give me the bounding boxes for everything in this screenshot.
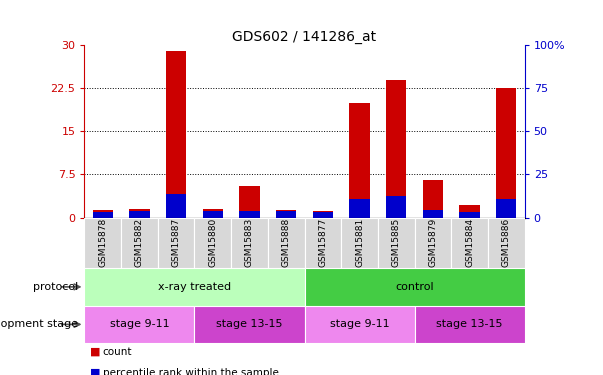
Bar bbox=[459, 212, 479, 217]
Bar bbox=[121, 217, 158, 268]
Bar bbox=[84, 217, 121, 268]
Text: GSM15888: GSM15888 bbox=[282, 218, 291, 267]
Bar bbox=[166, 194, 186, 217]
Bar bbox=[313, 212, 333, 217]
Bar bbox=[203, 209, 223, 218]
Text: ■: ■ bbox=[90, 368, 101, 375]
Text: GSM15884: GSM15884 bbox=[465, 218, 474, 267]
Bar bbox=[378, 217, 415, 268]
Bar bbox=[350, 199, 370, 217]
Text: GSM15880: GSM15880 bbox=[208, 218, 217, 267]
Text: stage 13-15: stage 13-15 bbox=[437, 320, 503, 329]
Bar bbox=[130, 209, 150, 218]
Bar bbox=[488, 217, 525, 268]
Bar bbox=[415, 217, 451, 268]
Text: stage 9-11: stage 9-11 bbox=[330, 320, 390, 329]
Bar bbox=[415, 306, 525, 343]
Bar bbox=[158, 217, 194, 268]
Bar bbox=[496, 88, 516, 218]
Text: stage 9-11: stage 9-11 bbox=[110, 320, 169, 329]
Bar bbox=[305, 306, 415, 343]
Bar bbox=[93, 210, 113, 218]
Bar bbox=[268, 217, 305, 268]
Bar bbox=[276, 211, 296, 218]
Bar bbox=[451, 217, 488, 268]
Bar bbox=[93, 212, 113, 217]
Text: count: count bbox=[103, 347, 132, 357]
Text: x-ray treated: x-ray treated bbox=[158, 282, 231, 292]
Text: GSM15881: GSM15881 bbox=[355, 218, 364, 267]
Bar bbox=[231, 217, 268, 268]
Title: GDS602 / 141286_at: GDS602 / 141286_at bbox=[232, 30, 377, 44]
Text: protocol: protocol bbox=[33, 282, 78, 292]
Bar bbox=[350, 102, 370, 218]
Text: development stage: development stage bbox=[0, 320, 78, 329]
Bar bbox=[386, 80, 406, 218]
Bar bbox=[305, 217, 341, 268]
Text: GSM15882: GSM15882 bbox=[135, 218, 144, 267]
Text: ■: ■ bbox=[90, 347, 101, 357]
Text: stage 13-15: stage 13-15 bbox=[216, 320, 283, 329]
Text: GSM15887: GSM15887 bbox=[172, 218, 181, 267]
Text: GSM15885: GSM15885 bbox=[392, 218, 401, 267]
Text: GSM15883: GSM15883 bbox=[245, 218, 254, 267]
Bar bbox=[194, 306, 305, 343]
Bar bbox=[423, 180, 443, 218]
Bar bbox=[305, 268, 525, 306]
Text: control: control bbox=[395, 282, 434, 292]
Bar bbox=[276, 210, 296, 218]
Text: GSM15879: GSM15879 bbox=[428, 218, 437, 267]
Bar bbox=[496, 199, 516, 217]
Bar bbox=[386, 196, 406, 217]
Text: GSM15877: GSM15877 bbox=[318, 218, 327, 267]
Bar bbox=[313, 211, 333, 218]
Bar bbox=[130, 211, 150, 217]
Bar bbox=[423, 210, 443, 218]
Bar bbox=[84, 306, 194, 343]
Bar bbox=[203, 211, 223, 217]
Bar bbox=[341, 217, 378, 268]
Bar bbox=[239, 186, 259, 218]
Bar bbox=[166, 51, 186, 217]
Text: GSM15886: GSM15886 bbox=[502, 218, 511, 267]
Text: percentile rank within the sample: percentile rank within the sample bbox=[103, 368, 279, 375]
Bar bbox=[239, 211, 259, 218]
Text: GSM15878: GSM15878 bbox=[98, 218, 107, 267]
Bar bbox=[84, 268, 305, 306]
Bar bbox=[459, 205, 479, 218]
Bar bbox=[194, 217, 231, 268]
